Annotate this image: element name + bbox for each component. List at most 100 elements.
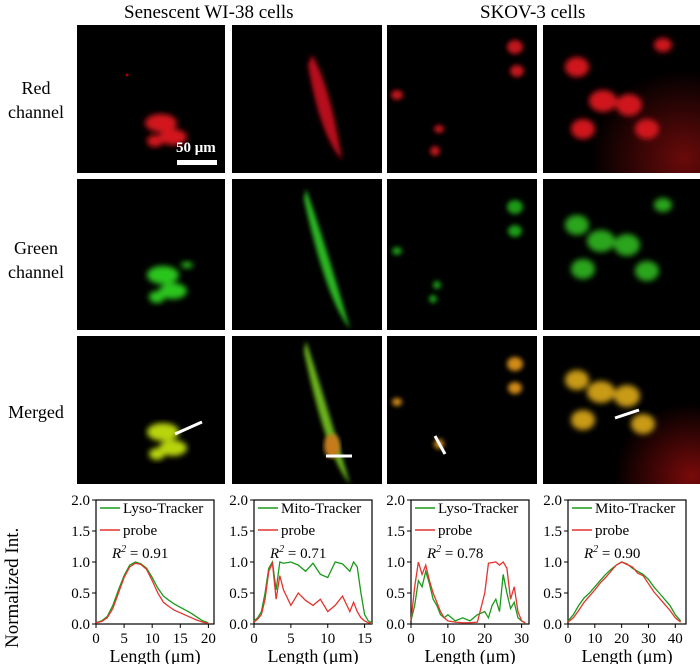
r-squared-label: R2 = 0.91 bbox=[111, 544, 168, 562]
y-tick-label: 0.0 bbox=[229, 617, 248, 633]
x-tick-label: 5 bbox=[287, 631, 295, 647]
image-panel-merged-1 bbox=[77, 336, 225, 484]
x-tick-label: 30 bbox=[514, 631, 529, 647]
row-label-merged: Merged bbox=[8, 402, 64, 422]
image-panel-red-1 bbox=[77, 25, 225, 173]
series-line-probe bbox=[410, 561, 526, 624]
y-tick-label: 1.5 bbox=[229, 524, 248, 540]
y-tick-label: 1.5 bbox=[71, 524, 90, 540]
line-profile-marker bbox=[433, 435, 447, 455]
column-title-wi38: Senescent WI-38 cells bbox=[124, 2, 294, 23]
legend-label: probe bbox=[281, 523, 315, 539]
image-panel-red-4 bbox=[543, 25, 700, 173]
cell-image bbox=[392, 357, 523, 455]
x-tick-label: 10 bbox=[145, 631, 160, 647]
x-tick-label: 20 bbox=[201, 631, 216, 647]
series-line-probe bbox=[253, 560, 373, 625]
x-tick-label: 10 bbox=[587, 631, 602, 647]
legend-label: Lyso-Tracker bbox=[123, 501, 203, 517]
y-tick-label: 0.0 bbox=[71, 617, 90, 633]
line-profile-chart-1: 0.0 0.5 1.0 1.5 2.0 0 5 10 15 20 Length (μm) Lyso-T… bbox=[60, 488, 232, 664]
x-tick-label: 5 bbox=[120, 631, 128, 647]
series-line-mito-tracker bbox=[567, 561, 682, 622]
line-profile-chart-4: 0.0 0.5 1.0 1.5 2.0 0 10 20 30 40 Length (μm) Mito-… bbox=[532, 488, 700, 664]
image-panel-green-3 bbox=[387, 179, 537, 330]
plot-frame bbox=[410, 499, 530, 625]
legend-label: probe bbox=[123, 523, 157, 539]
cell-image bbox=[304, 341, 352, 484]
y-tick-label: 1.0 bbox=[386, 555, 405, 571]
plot-frame bbox=[567, 499, 687, 625]
x-axis-label: Length (μm) bbox=[267, 646, 358, 664]
scalebar bbox=[177, 160, 217, 165]
x-tick-label: 40 bbox=[668, 631, 683, 647]
x-tick-label: 20 bbox=[477, 631, 492, 647]
cell-image bbox=[565, 198, 672, 281]
y-tick-label: 1.5 bbox=[386, 524, 405, 540]
cell-image bbox=[304, 189, 350, 329]
y-tick-label: 0.0 bbox=[543, 617, 562, 633]
x-tick-label: 15 bbox=[357, 631, 372, 647]
row-label-red: Red channel bbox=[8, 78, 64, 122]
y-tick-label: 0.5 bbox=[543, 586, 562, 602]
image-panel-merged-4 bbox=[543, 336, 700, 484]
legend-label: probe bbox=[595, 523, 629, 539]
series-line-mito-tracker bbox=[253, 560, 373, 624]
y-tick-label: 0.5 bbox=[386, 586, 405, 602]
image-panel-red-3 bbox=[387, 25, 537, 173]
image-panel-green-2 bbox=[232, 179, 382, 330]
series-line-probe bbox=[567, 561, 682, 623]
legend-label: probe bbox=[438, 523, 472, 539]
y-tick-label: 1.0 bbox=[71, 555, 90, 571]
y-tick-label: 1.0 bbox=[543, 555, 562, 571]
y-tick-label: 2.0 bbox=[71, 493, 90, 509]
x-axis-label: Length (μm) bbox=[424, 646, 515, 664]
line-profile-chart-3: 0.0 0.5 1.0 1.5 2.0 0 10 20 30 Length (μm) Lyso-Tr… bbox=[375, 488, 547, 664]
series-line-lyso-tracker bbox=[410, 568, 526, 624]
image-panel-green-4 bbox=[543, 179, 700, 330]
y-tick-label: 0.5 bbox=[229, 586, 248, 602]
x-tick-label: 20 bbox=[614, 631, 629, 647]
x-axis-label: Length (μm) bbox=[581, 646, 672, 664]
y-tick-label: 2.0 bbox=[543, 493, 562, 509]
legend-label: Lyso-Tracker bbox=[438, 501, 518, 517]
x-tick-label: 0 bbox=[92, 631, 100, 647]
cell-image bbox=[543, 25, 700, 173]
series-line-probe bbox=[95, 562, 209, 625]
x-tick-label: 15 bbox=[173, 631, 188, 647]
x-tick-label: 0 bbox=[250, 631, 258, 647]
line-profile-marker bbox=[614, 408, 640, 420]
line-profile-chart-2: 0.0 0.5 1.0 1.5 2.0 0 5 10 15 Length (μm) Mito-Tra… bbox=[218, 488, 390, 664]
cell-image bbox=[543, 336, 700, 484]
line-profile-marker bbox=[174, 420, 203, 436]
x-tick-label: 0 bbox=[407, 631, 415, 647]
cell-image bbox=[147, 420, 203, 460]
x-tick-label: 30 bbox=[641, 631, 656, 647]
column-title-skov3: SKOV-3 cells bbox=[480, 2, 586, 23]
scalebar-label: 50 μm bbox=[176, 140, 216, 156]
y-tick-label: 1.0 bbox=[229, 555, 248, 571]
y-tick-label: 1.5 bbox=[543, 524, 562, 540]
y-tick-label: 2.0 bbox=[386, 493, 405, 509]
image-panel-red-2 bbox=[232, 25, 382, 173]
y-tick-label: 2.0 bbox=[229, 493, 248, 509]
cell-image bbox=[392, 200, 523, 303]
x-tick-label: 10 bbox=[320, 631, 335, 647]
r-squared-label: R2 = 0.71 bbox=[269, 544, 326, 562]
y-axis-shared-label: Normalized Int. bbox=[2, 527, 23, 648]
image-panel-merged-2 bbox=[232, 336, 382, 484]
image-panel-green-1 bbox=[77, 179, 225, 330]
legend-label: Mito-Tracker bbox=[595, 501, 675, 517]
series-line-lyso-tracker bbox=[95, 561, 209, 624]
cell-image bbox=[391, 40, 524, 156]
legend-label: Mito-Tracker bbox=[281, 501, 361, 517]
image-panel-merged-3 bbox=[387, 336, 537, 484]
x-tick-label: 0 bbox=[564, 631, 572, 647]
cell-image bbox=[308, 55, 342, 160]
y-tick-label: 0.0 bbox=[386, 617, 405, 633]
x-axis-label: Length (μm) bbox=[109, 646, 200, 664]
cell-image bbox=[147, 262, 193, 303]
cell-image bbox=[125, 73, 187, 147]
x-tick-label: 10 bbox=[440, 631, 455, 647]
row-label-green: Green channel bbox=[8, 238, 64, 282]
